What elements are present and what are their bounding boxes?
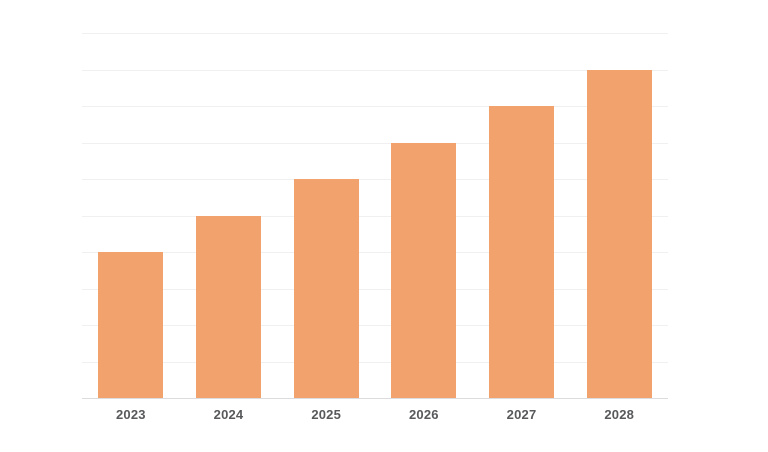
bar-2024 [196, 215, 261, 398]
plot-area [82, 33, 668, 399]
x-tick-label-2023: 2023 [115, 407, 146, 422]
bar-slot-2024 [180, 33, 278, 398]
x-tick-label-2028: 2028 [604, 407, 635, 422]
bar-slot-2026 [375, 33, 473, 398]
bar-slot-2027 [473, 33, 571, 398]
bar-2023 [98, 252, 164, 398]
bar-2028 [586, 69, 652, 398]
bar-slot-2023 [82, 33, 180, 398]
gridline [82, 33, 668, 34]
gridline [82, 69, 668, 71]
x-tick-label-2026: 2026 [408, 407, 439, 422]
bars [82, 33, 668, 398]
x-axis-labels: 2023 2024 2025 2026 2027 2028 [82, 398, 668, 422]
bar-2025 [293, 179, 359, 398]
x-tick-label-2025: 2025 [311, 407, 342, 422]
gridline [82, 215, 668, 217]
bar-slot-2028 [570, 33, 668, 398]
x-tick-label-2024: 2024 [213, 407, 244, 422]
x-tick-label-2027: 2027 [506, 407, 537, 422]
gridline [82, 142, 668, 144]
bar-slot-2025 [277, 33, 375, 398]
gridline [82, 252, 668, 253]
gridline [82, 325, 668, 326]
bar-2026 [391, 142, 457, 398]
gridline [82, 361, 668, 363]
gridline [82, 288, 668, 290]
bar-2027 [489, 106, 555, 398]
gridline [82, 106, 668, 107]
gridline [82, 179, 668, 180]
x-axis-line [82, 398, 668, 399]
